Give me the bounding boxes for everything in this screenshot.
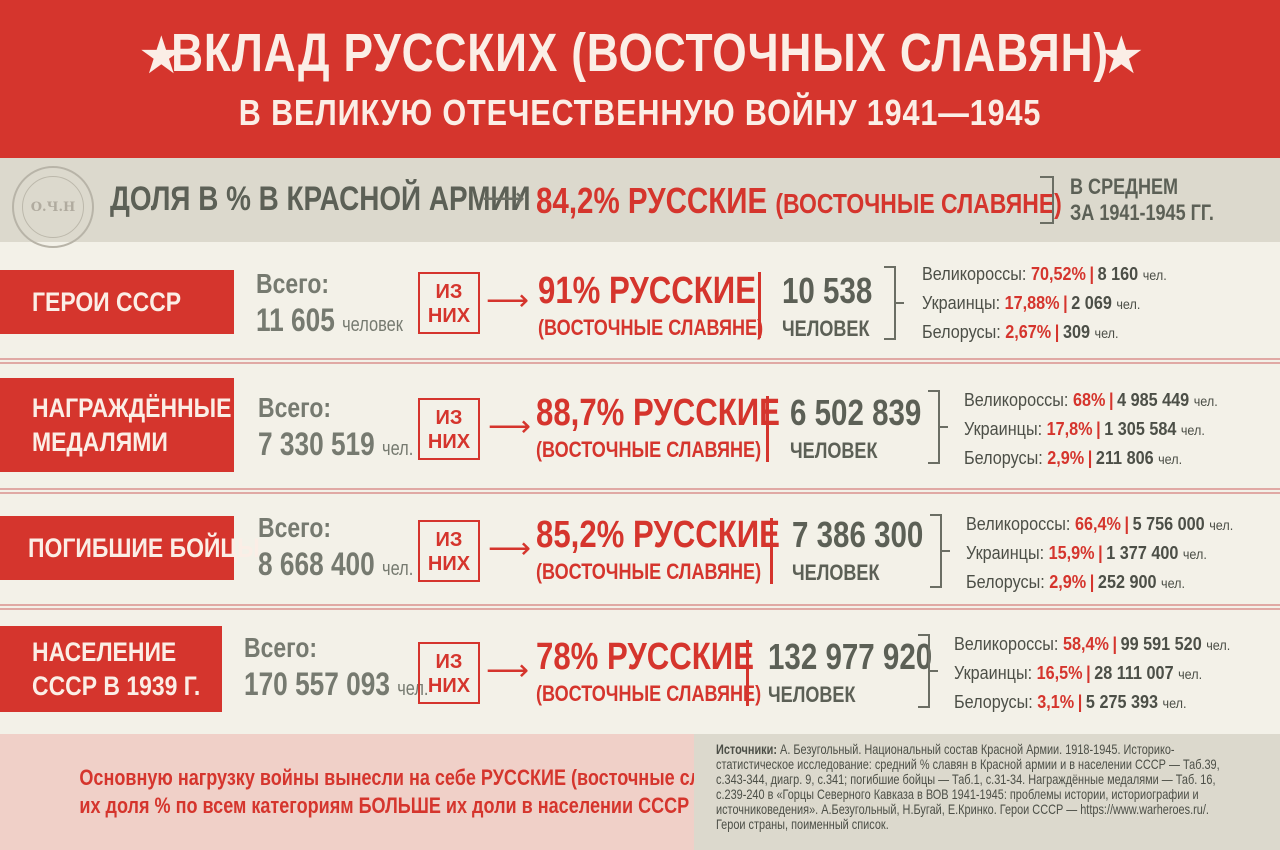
separator-line xyxy=(766,396,769,462)
ethnic-breakdown: Великороссы: 58,4% | 99 591 520 чел. Украи… xyxy=(954,630,1261,717)
sources-panel: Источники: А. Безугольный. Национальный … xyxy=(694,734,1280,850)
arrow-icon: ⟶ xyxy=(488,410,532,443)
breakdown-row: Великороссы: 70,52% | 8 160 чел. xyxy=(922,264,1167,284)
breakdown-row: Белорусы: 2,9% | 252 900 чел. xyxy=(966,572,1186,592)
of-them-box: ИЗ НИХ xyxy=(418,398,480,460)
category-label: НАСЕЛЕНИЕ СССР В 1939 Г. xyxy=(0,626,222,712)
arrow-icon: ⟶ xyxy=(486,284,530,317)
category-label: НАГРАЖДЁННЫЕ МЕДАЛЯМИ xyxy=(0,378,234,472)
separator-line xyxy=(746,640,749,706)
ethnic-breakdown: Великороссы: 68% | 4 985 449 чел. Украинцы… xyxy=(964,386,1246,473)
seal-logo: О.Ч.Н xyxy=(12,166,94,248)
separator-line xyxy=(758,272,761,338)
star-right-icon: ★ xyxy=(1098,27,1145,85)
total-block: Всего: 170 557 093 чел. xyxy=(244,632,429,702)
page-subtitle: В ВЕЛИКУЮ ОТЕЧЕСТВЕННУЮ ВОЙНУ 1941—1945 xyxy=(238,92,1042,133)
breakdown-row: Великороссы: 58,4% | 99 591 520 чел. xyxy=(954,634,1231,654)
breakdown-row: Украинцы: 15,9% | 1 377 400 чел. xyxy=(966,543,1207,563)
army-share-label: ДОЛЯ В % В КРАСНОЙ АРМИИ xyxy=(110,180,531,218)
divider xyxy=(0,604,1280,610)
russian-count: 7 386 300 ЧЕЛОВЕК xyxy=(792,514,924,585)
sources-text: Источники: А. Безугольный. Национальный … xyxy=(716,741,1220,832)
star-left-icon: ★ xyxy=(138,27,185,85)
total-block: Всего: 8 668 400 чел. xyxy=(258,512,414,582)
army-share-value: 84,2% РУССКИЕ (ВОСТОЧНЫЕ СЛАВЯНЕ) xyxy=(536,180,1062,221)
russian-pct: 78% РУССКИЕ (ВОСТОЧНЫЕ СЛАВЯНЕ) xyxy=(536,636,762,706)
total-block: Всего: 7 330 519 чел. xyxy=(258,392,414,462)
russian-count: 10 538 ЧЕЛОВЕК xyxy=(782,270,873,341)
separator-line xyxy=(770,518,773,584)
bracket xyxy=(884,266,904,340)
breakdown-row: Белорусы: 2,9% | 211 806 чел. xyxy=(964,448,1183,468)
russian-pct: 91% РУССКИЕ (ВОСТОЧНЫЕ СЛАВЯНЕ) xyxy=(538,270,764,340)
ethnic-breakdown: Великороссы: 66,4% | 5 756 000 чел. Украин… xyxy=(966,510,1263,597)
conclusion-panel: Основную нагрузку войны вынесли на себе … xyxy=(0,734,766,850)
army-share-sub: (ВОСТОЧНЫЕ СЛАВЯНЕ) xyxy=(775,188,1062,219)
russian-pct: 88,7% РУССКИЕ (ВОСТОЧНЫЕ СЛАВЯНЕ) xyxy=(536,392,780,462)
breakdown-row: Украинцы: 16,5% | 28 111 007 чел. xyxy=(954,663,1203,683)
divider xyxy=(0,488,1280,494)
share-bracket xyxy=(1040,176,1054,224)
bracket xyxy=(930,514,950,588)
breakdown-row: Украинцы: 17,8% | 1 305 584 чел. xyxy=(964,419,1205,439)
ethnic-breakdown: Великороссы: 70,52% | 8 160 чел. Украинцы:… xyxy=(922,260,1194,347)
category-label: ПОГИБШИЕ БОЙЦЫ xyxy=(0,516,260,580)
arrow-icon: ⟶ xyxy=(486,654,530,687)
of-them-box: ИЗ НИХ xyxy=(418,272,480,334)
of-them-box: ИЗ НИХ xyxy=(418,520,480,582)
russian-count: 132 977 920 ЧЕЛОВЕК xyxy=(768,636,933,707)
russian-count: 6 502 839 ЧЕЛОВЕК xyxy=(790,392,922,463)
breakdown-row: Белорусы: 3,1% | 5 275 393 чел. xyxy=(954,692,1187,712)
of-them-box: ИЗ НИХ xyxy=(418,642,480,704)
bracket xyxy=(928,390,948,464)
bracket xyxy=(918,634,938,708)
army-share-bar: О.Ч.Н ДОЛЯ В % В КРАСНОЙ АРМИИ 84,2% РУС… xyxy=(0,158,1280,248)
russian-pct: 85,2% РУССКИЕ (ВОСТОЧНЫЕ СЛАВЯНЕ) xyxy=(536,514,780,584)
page-title: ВКЛАД РУССКИХ (ВОСТОЧНЫХ СЛАВЯН) xyxy=(171,23,1109,83)
army-share-note: В СРЕДНЕМ ЗА 1941-1945 ГГ. xyxy=(1070,174,1214,225)
arrow-icon: ⟶ xyxy=(488,532,532,565)
header-banner: ★ ★ ВКЛАД РУССКИХ (ВОСТОЧНЫХ СЛАВЯН) В В… xyxy=(0,0,1280,158)
total-block: Всего: 11 605 человек xyxy=(256,268,403,338)
breakdown-row: Белорусы: 2,67% | 309 чел. xyxy=(922,322,1119,342)
breakdown-row: Украинцы: 17,88% | 2 069 чел. xyxy=(922,293,1141,313)
conclusion-text: Основную нагрузку войны вынесли на себе … xyxy=(79,765,766,818)
divider xyxy=(0,358,1280,364)
breakdown-row: Великороссы: 66,4% | 5 756 000 чел. xyxy=(966,514,1234,534)
share-arrow-icon: ⟶ xyxy=(482,182,526,215)
category-label: ГЕРОИ СССР xyxy=(0,270,234,334)
breakdown-row: Великороссы: 68% | 4 985 449 чел. xyxy=(964,390,1218,410)
